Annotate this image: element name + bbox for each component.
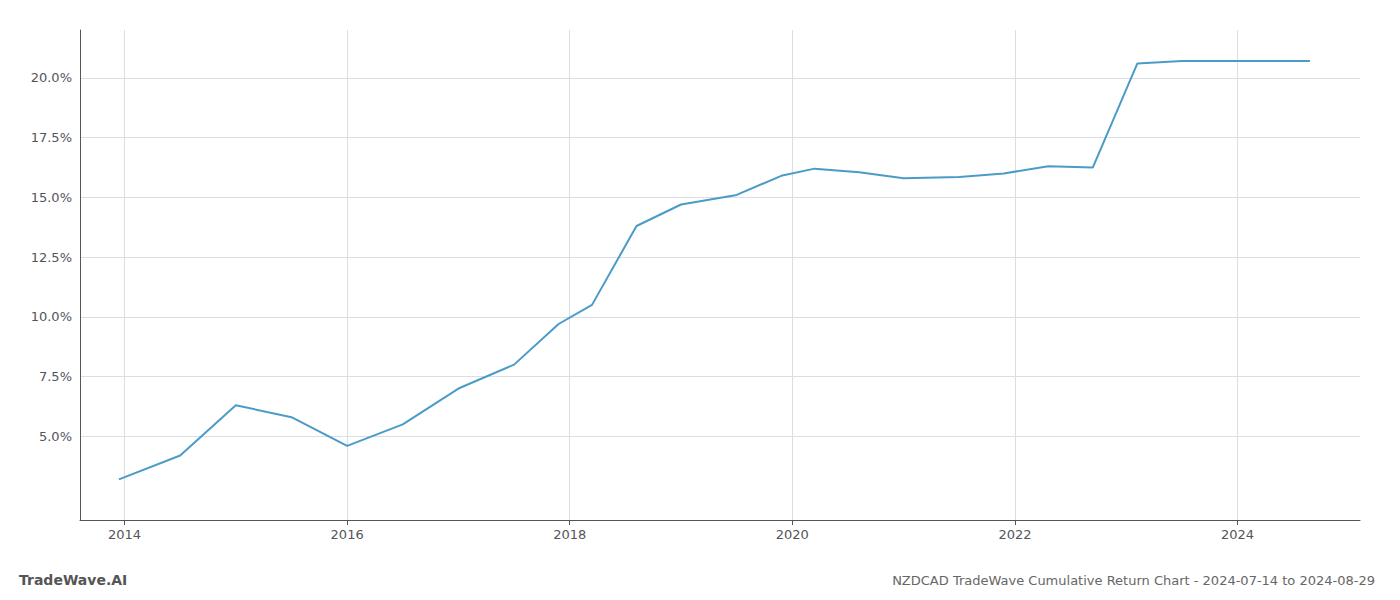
svg-text:2024: 2024 <box>1221 527 1254 542</box>
svg-text:20.0%: 20.0% <box>31 70 72 85</box>
svg-text:17.5%: 17.5% <box>31 130 72 145</box>
svg-text:NZDCAD TradeWave Cumulative Re: NZDCAD TradeWave Cumulative Return Chart… <box>892 573 1375 588</box>
svg-text:10.0%: 10.0% <box>31 309 72 324</box>
svg-text:2022: 2022 <box>998 527 1031 542</box>
svg-text:15.0%: 15.0% <box>31 190 72 205</box>
svg-text:7.5%: 7.5% <box>39 369 72 384</box>
svg-text:2020: 2020 <box>776 527 809 542</box>
svg-text:TradeWave.AI: TradeWave.AI <box>19 572 127 588</box>
svg-text:2016: 2016 <box>331 527 364 542</box>
svg-text:12.5%: 12.5% <box>31 250 72 265</box>
svg-text:5.0%: 5.0% <box>39 429 72 444</box>
svg-text:2014: 2014 <box>108 527 141 542</box>
svg-text:2018: 2018 <box>553 527 586 542</box>
